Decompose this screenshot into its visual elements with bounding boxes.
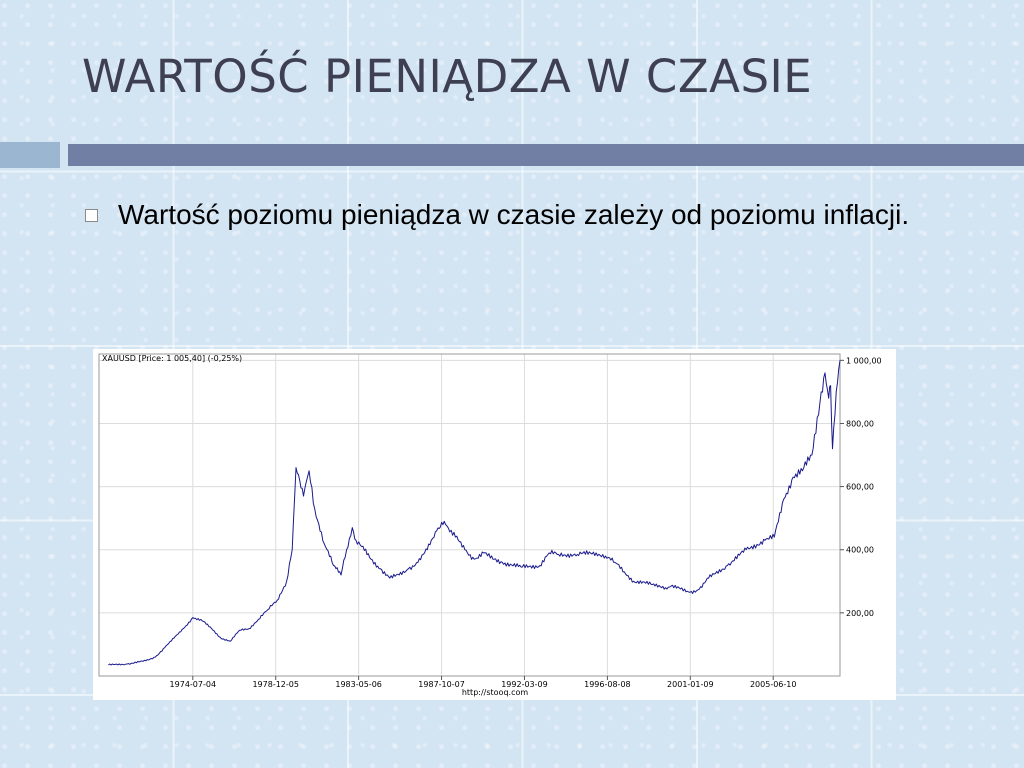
- chart-background: [93, 349, 896, 700]
- gold-price-chart: 200,00 400,00 600,00 800,00 1 000,00 1974-07…: [93, 349, 896, 700]
- chart-source: http://stooq.com: [462, 688, 529, 697]
- plot-frame: [98, 353, 841, 677]
- y-tick-label: 800,00: [846, 419, 874, 428]
- chart-series-layer: [108, 360, 841, 666]
- square-bullet-icon: [85, 209, 98, 222]
- x-tick-label: 2001-01-09: [667, 680, 714, 689]
- y-tick-label: 600,00: [846, 483, 874, 492]
- x-tick-label: 1978-12-05: [252, 680, 298, 689]
- series-line: [108, 360, 841, 666]
- y-tick-label: 400,00: [846, 546, 874, 555]
- y-axis: 200,00 400,00 600,00 800,00 1 000,00: [840, 356, 882, 618]
- x-tick-label: 1974-07-04: [170, 680, 217, 689]
- x-tick-label: 1996-08-08: [584, 680, 631, 689]
- title-divider-accent: [0, 142, 60, 168]
- x-tick-label: 1983-05-06: [335, 680, 382, 689]
- x-tick-label: 1992-03-09: [501, 680, 548, 689]
- x-tick-label: 1987-10-07: [418, 680, 465, 689]
- y-tick-label: 200,00: [846, 609, 874, 618]
- bullet-text: Wartość poziomu pieniądza w czasie zależ…: [118, 199, 910, 230]
- chart-legend: XAUUSD [Price: 1 005,40] (-0,25%): [102, 354, 242, 363]
- y-tick-label: 1 000,00: [846, 356, 882, 365]
- title-divider-bar: [68, 144, 1024, 166]
- bullet-item: Wartość poziomu pieniądza w czasie zależ…: [85, 192, 945, 237]
- x-tick-label: 2005-06-10: [750, 680, 797, 689]
- chart-svg: 200,00 400,00 600,00 800,00 1 000,00 1974-07…: [93, 349, 896, 700]
- chart-grid: [99, 354, 840, 676]
- x-axis: 1974-07-04 1978-12-05 1983-05-06 1987-10-07…: [170, 676, 797, 689]
- slide-title: WARTOŚĆ PIENIĄDZA W CZASIE: [82, 50, 813, 103]
